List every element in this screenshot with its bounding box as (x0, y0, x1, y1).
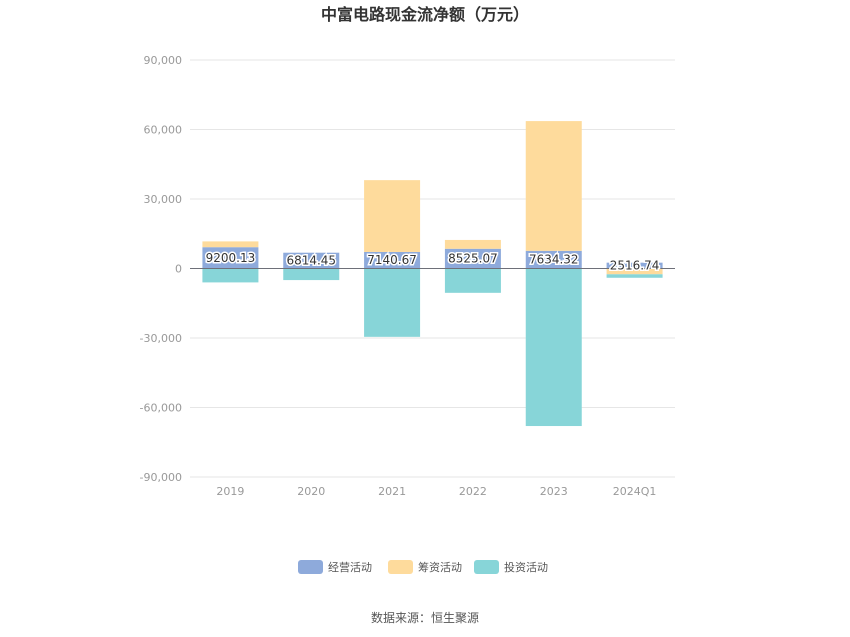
data-label: 8525.07 (448, 252, 498, 266)
y-tick-label: 60,000 (144, 124, 183, 137)
source-text: 数据来源：恒生聚源 (371, 610, 479, 625)
x-tick-label: 2023 (540, 485, 568, 498)
bar-经营活动 (202, 247, 259, 269)
bar-投资活动 (283, 268, 340, 281)
bar-投资活动 (606, 274, 663, 278)
legend-label: 投资活动 (504, 560, 548, 574)
y-tick-label: -90,000 (140, 471, 182, 484)
data-labels: 9200.13 6814.45 7140.67 8525.07 7634.32 2516.… (204, 249, 661, 274)
bar-投资活动 (525, 268, 582, 427)
bar-经营活动 (283, 252, 340, 269)
bar-投资活动 (364, 268, 421, 337)
legend-swatch (298, 560, 323, 574)
bar-筹资活动 (202, 241, 259, 248)
data-label: 7634.32 (529, 253, 579, 267)
chart-title: 中富电路现金流净额（万元） (321, 5, 529, 24)
legend-label: 筹资活动 (418, 560, 462, 574)
y-tick-label: 30,000 (144, 193, 183, 206)
data-label: 6814.45 (286, 254, 336, 268)
bars (202, 121, 663, 427)
x-tick-label: 2024Q1 (613, 485, 657, 498)
x-tick-label: 2019 (216, 485, 244, 498)
bar-经营活动 (525, 250, 582, 269)
data-label: 7140.67 (367, 253, 417, 267)
bar-筹资活动 (525, 121, 582, 251)
bar-筹资活动 (364, 180, 421, 252)
x-tick-label: 2020 (297, 485, 325, 498)
y-tick-label: -30,000 (140, 332, 182, 345)
bar-投资活动 (202, 268, 259, 283)
bar-经营活动 (444, 248, 501, 269)
legend: 经营活动 筹资活动 投资活动 (298, 560, 548, 574)
legend-label: 经营活动 (328, 560, 372, 574)
y-tick-label: 90,000 (144, 54, 183, 67)
bar-经营活动 (364, 251, 421, 269)
legend-swatch (388, 560, 413, 574)
y-axis: 90,000 60,000 30,000 0 -30,000 -60,000 -90,000 (140, 54, 182, 484)
legend-swatch (474, 560, 499, 574)
x-tick-label: 2022 (459, 485, 487, 498)
bar-筹资活动 (444, 239, 501, 249)
x-tick-label: 2021 (378, 485, 406, 498)
bar-投资活动 (444, 268, 501, 293)
bar-筹资活动 (606, 268, 663, 275)
data-label: 9200.13 (206, 251, 256, 265)
y-tick-label: 0 (175, 263, 182, 276)
x-axis: 2019 2020 2021 2022 2023 2024Q1 (216, 485, 656, 498)
data-label: 2516.74 (610, 259, 660, 273)
bar-经营活动 (606, 262, 663, 269)
y-tick-label: -60,000 (140, 402, 182, 415)
